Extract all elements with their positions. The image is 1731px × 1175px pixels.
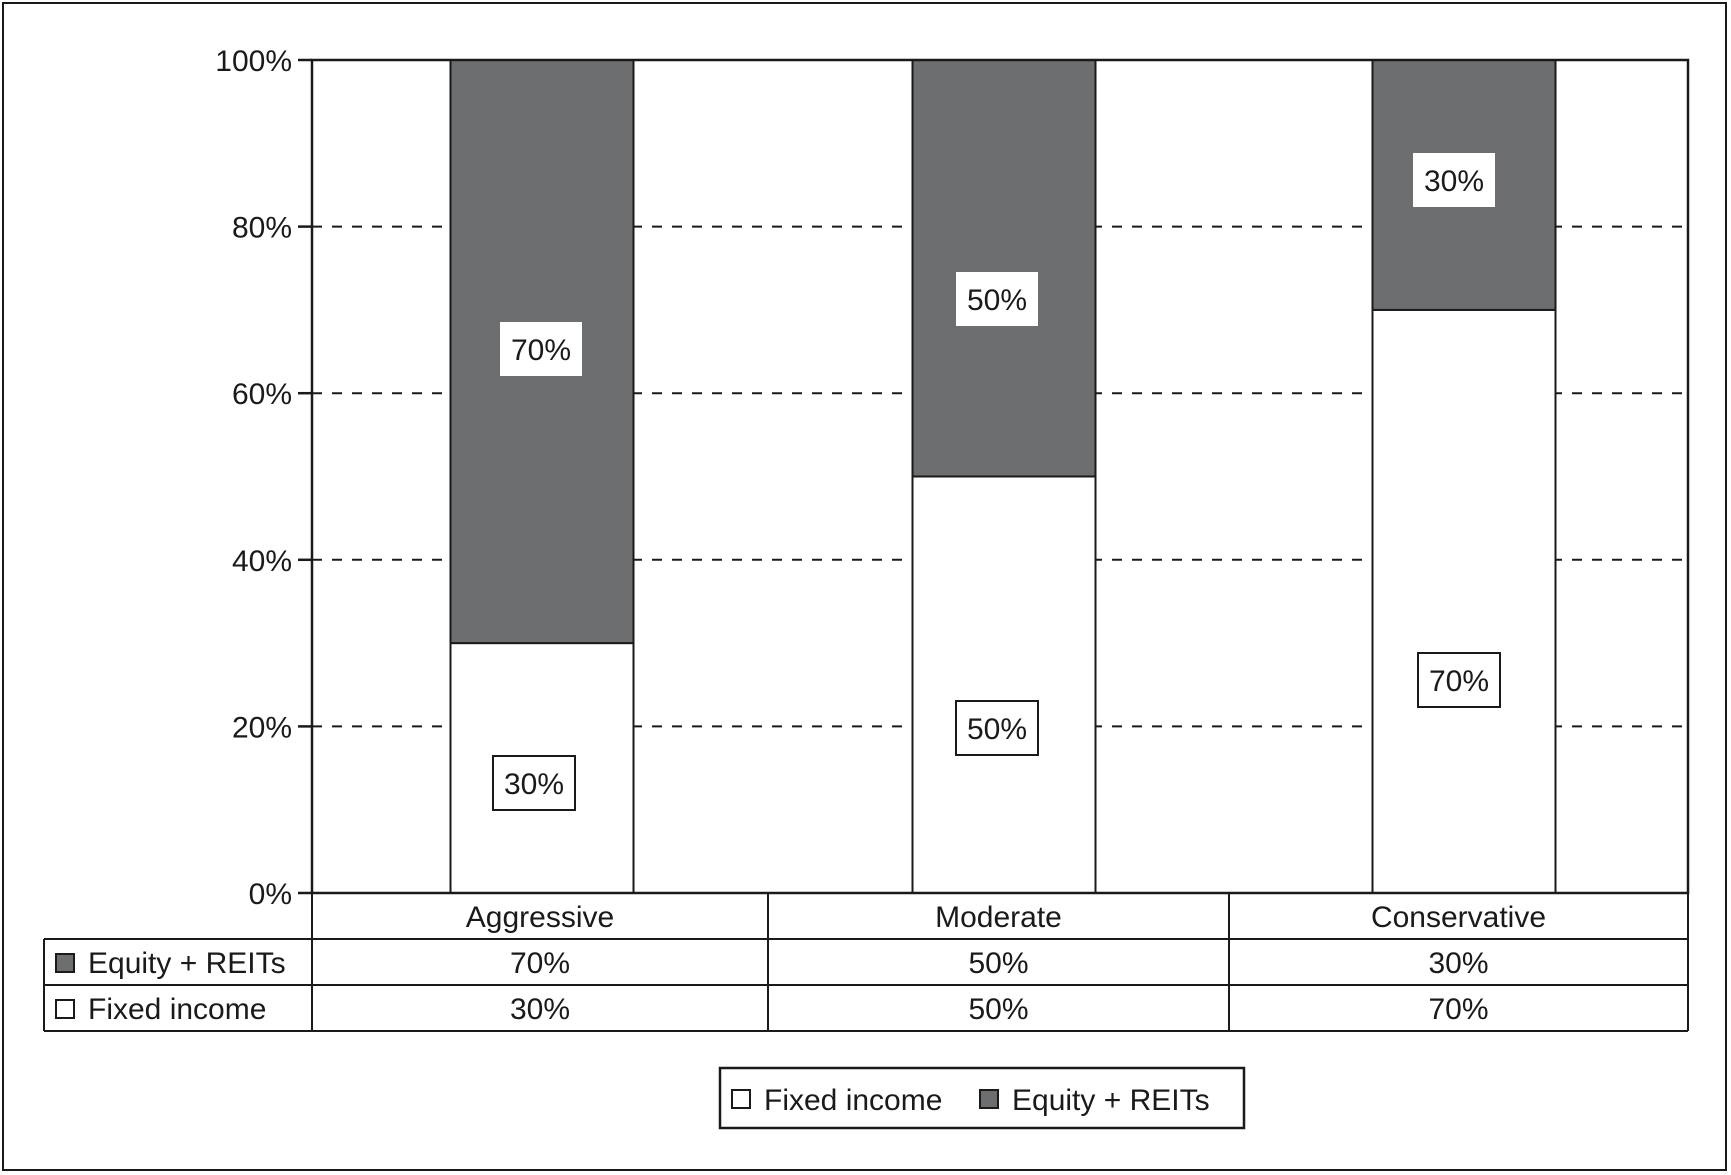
table-cell: 70% xyxy=(510,947,570,980)
data-label-box xyxy=(1417,652,1501,708)
data-label-box xyxy=(500,322,582,376)
category-label: Moderate xyxy=(935,901,1062,934)
y-tick-label: 100% xyxy=(215,45,292,78)
legend-swatch-icon xyxy=(731,1089,751,1109)
category-label: Aggressive xyxy=(466,901,614,934)
table-cell: 30% xyxy=(510,993,570,1026)
plot-frame xyxy=(310,58,1690,895)
y-tick-label: 20% xyxy=(232,711,292,744)
data-label: 30% xyxy=(1424,165,1484,198)
data-label: 70% xyxy=(511,334,571,367)
y-tick-label: 0% xyxy=(249,878,292,911)
table-row-label: Equity + REITs xyxy=(88,947,286,980)
bar-segment xyxy=(1371,308,1557,894)
data-label-box xyxy=(492,755,576,811)
data-label: 50% xyxy=(967,284,1027,317)
category-label: Conservative xyxy=(1371,901,1546,934)
bar-segment xyxy=(911,475,1097,894)
table-row-label: Fixed income xyxy=(88,993,266,1026)
data-label-box xyxy=(955,700,1039,756)
data-label: 50% xyxy=(967,713,1027,746)
y-tick-label: 80% xyxy=(232,212,292,245)
y-tick-label: 60% xyxy=(232,378,292,411)
legend-label: Fixed income xyxy=(764,1084,942,1117)
table-cell: 30% xyxy=(1428,947,1488,980)
table-swatch-icon xyxy=(55,953,75,973)
legend-label: Equity + REITs xyxy=(1012,1084,1210,1117)
data-label: 70% xyxy=(1429,665,1489,698)
table-cell: 50% xyxy=(968,993,1028,1026)
table-cell: 50% xyxy=(968,947,1028,980)
bar-segment xyxy=(911,59,1097,478)
data-label-box xyxy=(1413,153,1495,207)
y-tick-label: 40% xyxy=(232,545,292,578)
table-swatch-icon xyxy=(55,999,75,1019)
data-label-box xyxy=(956,272,1038,326)
table-cell: 70% xyxy=(1428,993,1488,1026)
legend-swatch-icon xyxy=(979,1089,999,1109)
data-label: 30% xyxy=(504,768,564,801)
